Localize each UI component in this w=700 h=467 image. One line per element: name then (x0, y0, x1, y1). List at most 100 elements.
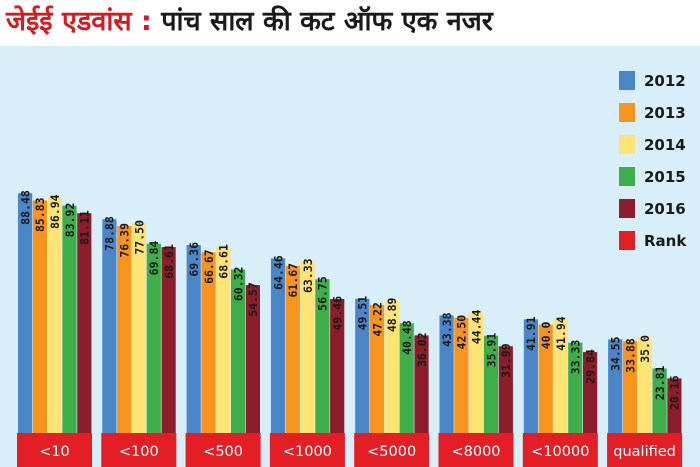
bar-2012 (523, 319, 538, 433)
legend-label: Rank (644, 232, 687, 250)
value-label: 66.67 (202, 249, 216, 284)
bar-2015 (146, 243, 161, 433)
bar-2013 (538, 324, 553, 433)
bar-2016 (245, 285, 260, 433)
legend-swatch (619, 167, 635, 186)
bar-2015 (315, 279, 330, 433)
value-label: 77.50 (132, 220, 146, 255)
bar-2015 (568, 342, 583, 433)
value-label: 33.33 (569, 340, 583, 375)
legend-label: 2015 (644, 168, 686, 186)
bar-2012 (270, 258, 286, 433)
bar-2016 (498, 346, 513, 433)
category-label: qualified (613, 444, 676, 460)
bar-group: 88.48 85.83 86.94 83.92 81.11 (18, 190, 92, 433)
bar-2016 (77, 213, 92, 433)
value-label: 61.67 (286, 263, 300, 298)
category-strip (185, 433, 261, 467)
value-label: 85.83 (33, 197, 47, 232)
value-label: 47.22 (370, 302, 384, 337)
chart-title-main: पांच साल की कट ऑफ एक नजर (161, 6, 493, 37)
bar-2012 (355, 298, 370, 433)
value-label: 29.84 (583, 349, 597, 384)
bar-2014 (637, 338, 652, 433)
legend-swatch (619, 231, 635, 250)
category-label: <10000 (531, 444, 589, 460)
value-label: 86.94 (48, 194, 62, 229)
bar-2015 (399, 323, 414, 433)
category-strip (354, 433, 430, 467)
legend-label: 2012 (644, 72, 686, 90)
bar-2015 (652, 368, 667, 433)
value-label: 63.33 (301, 258, 315, 293)
bar-chart: 88.48 85.83 86.94 83.92 81.11 <10 78.88 76.39 77… (17, 71, 687, 467)
value-label: 64.46 (271, 255, 285, 290)
value-label: 23.81 (653, 365, 667, 400)
category-strip (17, 433, 92, 467)
chart-title: जेईई एडवांस : पांच साल की कट ऑफ एक नजर (6, 4, 493, 40)
value-label: 48.89 (385, 297, 399, 332)
legend-label: 2013 (644, 104, 686, 122)
category-label: <10 (39, 444, 70, 460)
value-label: 83.92 (63, 203, 77, 238)
value-label: 42.50 (455, 315, 469, 350)
category-label: <1000 (283, 444, 332, 460)
value-label: 34.55 (609, 336, 623, 371)
bar-2015 (483, 335, 499, 433)
legend-swatch (619, 71, 635, 90)
bar-2015 (231, 269, 246, 433)
bar-2016 (667, 378, 682, 433)
category-label: <5000 (367, 444, 416, 460)
category-strip (269, 433, 345, 467)
legend-swatch (619, 199, 635, 218)
legend-swatch (619, 135, 635, 154)
value-label: 20.16 (668, 375, 682, 410)
bar-2014 (553, 319, 568, 433)
bar-2012 (102, 219, 117, 433)
category-strip (438, 433, 514, 467)
value-label: 40.0 (539, 322, 553, 350)
bar-2014 (131, 223, 147, 433)
value-label: 43.38 (440, 312, 454, 347)
chart-panel: 88.48 85.83 86.94 83.92 81.11 <10 78.88 76.39 77… (0, 46, 700, 467)
category-strip (522, 433, 598, 467)
value-label: 69.36 (187, 242, 201, 277)
bar-2013 (454, 317, 469, 433)
value-label: 88.48 (18, 190, 32, 225)
value-label: 69.84 (147, 241, 161, 276)
bar-group: 34.55 33.88 35.023.81 20.16 (608, 335, 682, 433)
bar-2013 (32, 200, 47, 433)
value-label: 33.88 (623, 338, 637, 373)
value-label: 60.32 (231, 267, 245, 302)
bar-2013 (285, 265, 300, 433)
value-label: 35.0 (638, 335, 652, 363)
bar-2012 (608, 339, 623, 433)
bar-2013 (622, 341, 638, 433)
bar-2013 (201, 252, 216, 433)
category-strip (607, 433, 683, 467)
bar-2015 (62, 205, 77, 433)
value-label: 41.94 (554, 316, 568, 351)
category-label: <500 (203, 444, 243, 460)
bar-2013 (370, 305, 385, 433)
bar-2016 (583, 352, 598, 433)
value-label: 76.39 (118, 223, 132, 258)
bar-2012 (439, 315, 454, 433)
value-label: 49.51 (356, 296, 370, 331)
legend-label: 2016 (644, 200, 686, 218)
bar-2016 (161, 247, 176, 433)
value-label: 56.75 (316, 276, 330, 311)
category-strip (101, 433, 177, 467)
title-bar: जेईई एडवांस : पांच साल की कट ऑफ एक नजर (0, 0, 700, 46)
bar-2014 (300, 261, 315, 433)
value-label: 36.02 (415, 332, 429, 367)
bar-2014 (469, 312, 484, 433)
chart-title-prefix: जेईई एडवांस : (6, 6, 152, 37)
value-label: 81.11 (78, 210, 92, 245)
value-label: 41.91 (524, 316, 538, 351)
value-label: 35.91 (484, 333, 498, 368)
